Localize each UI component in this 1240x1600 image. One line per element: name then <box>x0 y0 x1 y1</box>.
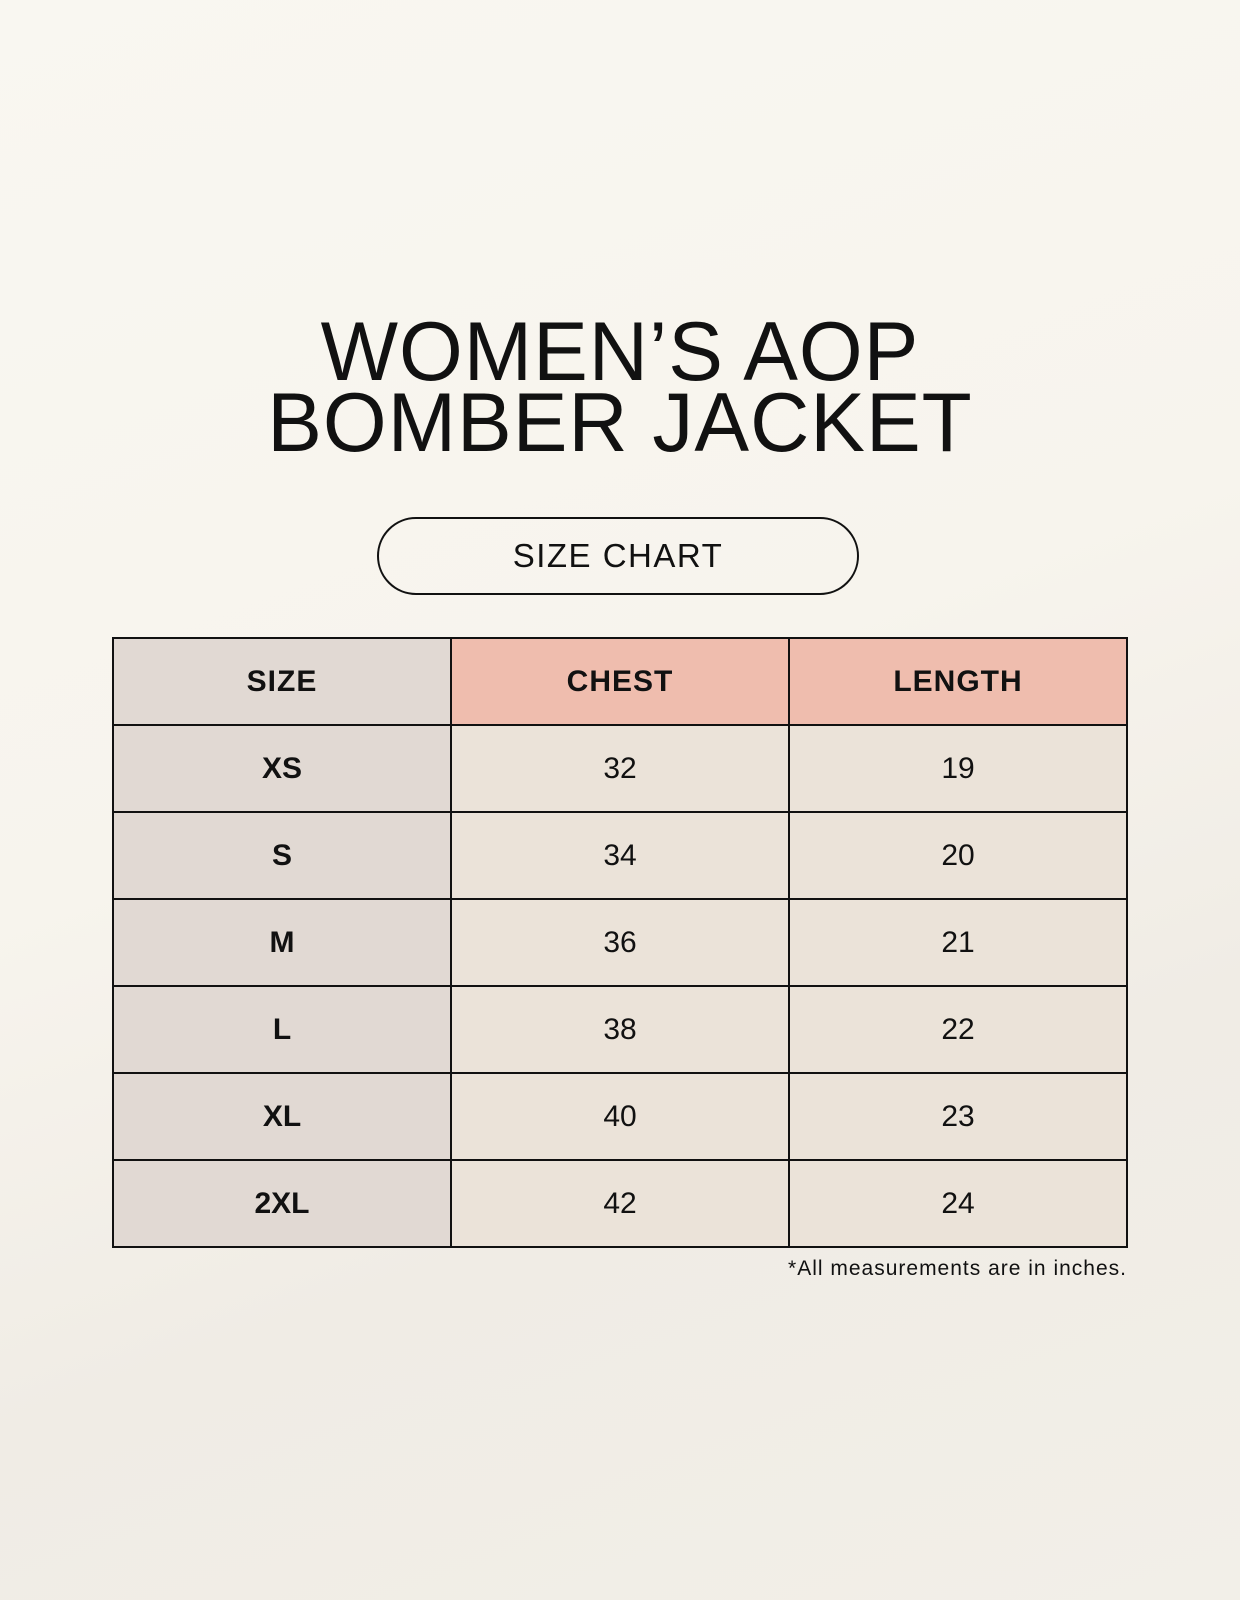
table-header-row: SIZE CHEST LENGTH <box>112 637 1128 726</box>
header-length: LENGTH <box>788 637 1128 726</box>
title-line-2: BOMBER JACKET <box>267 376 973 470</box>
cell-length: 20 <box>788 811 1128 900</box>
cell-chest: 40 <box>450 1072 790 1161</box>
cell-size: L <box>112 985 452 1074</box>
footnote: *All measurements are in inches. <box>788 1257 1127 1280</box>
table-row: XL 40 23 <box>112 1072 1128 1161</box>
table-row: XS 32 19 <box>112 724 1128 813</box>
cell-length: 22 <box>788 985 1128 1074</box>
table-row: L 38 22 <box>112 985 1128 1074</box>
cell-size: XS <box>112 724 452 813</box>
header-size: SIZE <box>112 637 452 726</box>
cell-length: 19 <box>788 724 1128 813</box>
cell-length: 23 <box>788 1072 1128 1161</box>
cell-length: 21 <box>788 898 1128 987</box>
cell-chest: 38 <box>450 985 790 1074</box>
cell-chest: 34 <box>450 811 790 900</box>
table-row: S 34 20 <box>112 811 1128 900</box>
header-chest: CHEST <box>450 637 790 726</box>
page-title: WOMEN’S AOP BOMBER JACKET <box>0 305 1240 470</box>
cell-size: XL <box>112 1072 452 1161</box>
cell-chest: 42 <box>450 1159 790 1248</box>
title-line-1: WOMEN’S AOP <box>320 305 920 399</box>
cell-size: 2XL <box>112 1159 452 1248</box>
cell-chest: 32 <box>450 724 790 813</box>
table-row: 2XL 42 24 <box>112 1159 1128 1248</box>
size-chart-label: SIZE CHART <box>377 517 859 595</box>
cell-length: 24 <box>788 1159 1128 1248</box>
cell-chest: 36 <box>450 898 790 987</box>
table-row: M 36 21 <box>112 898 1128 987</box>
cell-size: M <box>112 898 452 987</box>
size-chart-table: SIZE CHEST LENGTH XS 32 19 S 34 20 M 36 21 L 38 22 X… <box>112 637 1128 1248</box>
cell-size: S <box>112 811 452 900</box>
